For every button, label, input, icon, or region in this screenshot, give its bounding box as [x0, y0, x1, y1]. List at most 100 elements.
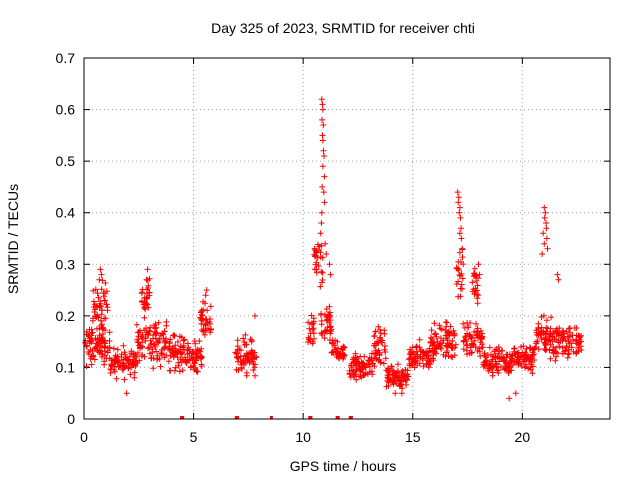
data-point — [540, 328, 547, 335]
data-point — [402, 377, 409, 384]
data-point — [318, 268, 325, 275]
data-point — [408, 362, 414, 369]
data-point — [171, 333, 178, 339]
data-point — [379, 337, 385, 344]
data-point — [139, 299, 145, 305]
data-point — [529, 370, 536, 377]
data-point — [252, 372, 258, 379]
data-point — [371, 363, 378, 370]
data-point — [94, 346, 101, 353]
data-point — [488, 358, 495, 365]
y-tick-label: 0.7 — [56, 50, 76, 66]
data-point — [309, 338, 316, 345]
data-point — [437, 335, 444, 342]
data-point — [566, 340, 573, 347]
data-point — [457, 214, 464, 221]
data-point — [543, 317, 550, 324]
data-point — [204, 319, 211, 326]
data-point — [240, 360, 247, 367]
data-point — [495, 369, 502, 376]
data-point — [522, 363, 529, 370]
data-point — [460, 338, 467, 345]
data-point — [192, 364, 199, 371]
data-point — [234, 354, 240, 361]
data-point — [514, 354, 521, 361]
data-point — [436, 322, 443, 329]
data-point — [546, 331, 553, 338]
data-point — [207, 303, 214, 310]
data-point — [240, 335, 247, 342]
data-point — [552, 357, 559, 364]
data-point — [245, 351, 252, 358]
data-point — [88, 339, 95, 345]
data-point — [471, 337, 478, 344]
data-point — [522, 364, 528, 371]
data-point — [181, 346, 187, 353]
data-point — [469, 288, 476, 295]
x-tick-label: 20 — [515, 429, 531, 445]
data-point — [527, 364, 534, 371]
data-point — [327, 309, 334, 316]
data-point — [466, 350, 473, 357]
data-point — [243, 372, 250, 379]
data-point — [323, 306, 330, 312]
data-point — [431, 320, 438, 327]
data-point — [371, 333, 378, 340]
data-point — [246, 359, 253, 366]
data-point — [542, 335, 549, 342]
data-point — [155, 319, 162, 326]
data-point — [417, 353, 424, 360]
y-tick-label: 0 — [67, 411, 75, 427]
data-point — [559, 344, 566, 351]
data-point — [411, 364, 418, 371]
data-point — [101, 361, 108, 368]
data-points — [82, 96, 585, 419]
data-point — [95, 294, 102, 301]
data-point — [238, 364, 245, 371]
data-point — [192, 346, 199, 353]
data-point — [321, 153, 327, 159]
data-point — [515, 349, 522, 356]
data-point — [453, 264, 460, 271]
data-point — [353, 367, 360, 374]
data-point — [139, 344, 146, 351]
data-point — [179, 367, 186, 374]
data-point — [534, 338, 541, 345]
data-point — [404, 367, 411, 374]
data-point — [252, 361, 259, 368]
data-point — [459, 254, 466, 261]
data-point — [323, 327, 329, 334]
data-point — [89, 317, 96, 324]
data-point — [318, 209, 325, 216]
data-point — [321, 173, 328, 180]
zero-point — [349, 416, 353, 419]
data-point — [115, 364, 122, 370]
data-point — [320, 147, 327, 154]
data-point — [346, 371, 353, 377]
data-point — [471, 328, 478, 335]
data-point — [420, 363, 427, 370]
data-point — [456, 230, 463, 237]
data-point — [442, 353, 449, 360]
data-point — [573, 349, 580, 356]
data-point — [98, 303, 104, 310]
data-point — [92, 313, 99, 320]
data-point — [547, 355, 554, 362]
data-point — [305, 319, 312, 326]
data-point — [191, 357, 198, 364]
y-tick-label: 0.4 — [56, 205, 76, 221]
data-point — [548, 314, 555, 321]
data-point — [313, 259, 320, 266]
data-point — [443, 323, 450, 330]
data-point — [139, 335, 146, 342]
data-point — [531, 351, 537, 358]
zero-point — [309, 416, 313, 419]
data-point — [318, 279, 325, 286]
y-axis-label: SRMTID / TECUs — [5, 184, 21, 294]
data-point — [373, 354, 380, 361]
data-point — [357, 373, 364, 379]
data-point — [328, 328, 335, 334]
data-point — [104, 304, 111, 311]
data-point — [340, 345, 347, 351]
data-point — [139, 289, 145, 296]
